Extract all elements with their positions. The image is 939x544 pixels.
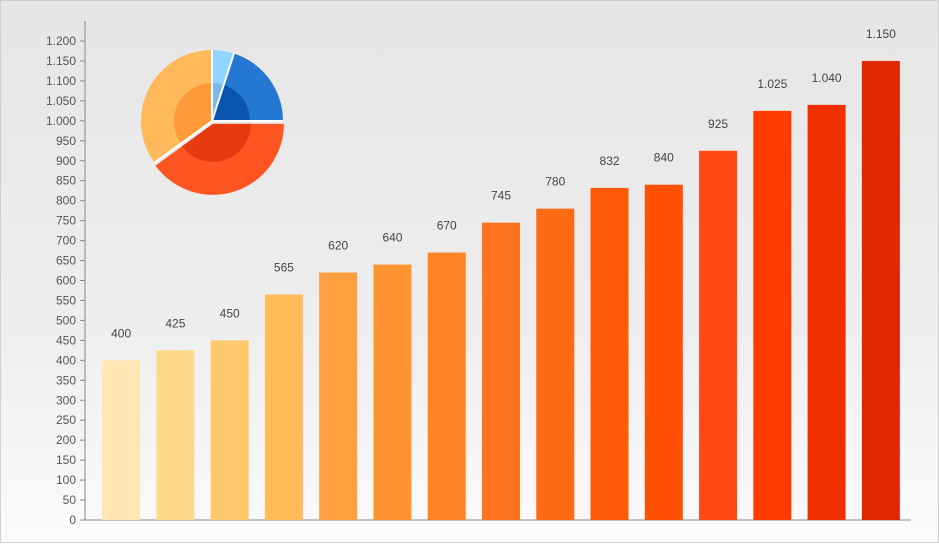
y-tick-label: 0 (69, 513, 76, 527)
y-tick-label: 400 (56, 353, 76, 367)
bar-value-label: 565 (274, 260, 294, 274)
bar (644, 184, 683, 520)
bar (753, 110, 792, 521)
y-tick-label: 950 (56, 134, 76, 148)
y-tick-label: 350 (56, 373, 76, 387)
y-tick-label: 850 (56, 174, 76, 188)
bar-value-label: 450 (220, 306, 240, 320)
bar-value-label: 745 (491, 189, 511, 203)
y-tick-label: 700 (56, 234, 76, 248)
bar-value-label: 1.025 (757, 77, 787, 91)
bar (590, 187, 629, 521)
y-tick-label: 900 (56, 154, 76, 168)
bar (699, 150, 738, 521)
y-tick-label: 550 (56, 293, 76, 307)
pie-slice-inner (182, 123, 251, 162)
bar-value-label: 840 (654, 151, 674, 165)
y-tick-label: 1.100 (46, 74, 76, 88)
pie-slice-inner (174, 83, 212, 144)
bar-value-label: 670 (437, 219, 457, 233)
bar (102, 360, 141, 520)
pie-slice (141, 50, 212, 163)
bar (210, 340, 249, 520)
bar (373, 264, 412, 520)
y-tick-label: 750 (56, 214, 76, 228)
y-tick-label: 100 (56, 473, 76, 487)
y-tick-label: 150 (56, 453, 76, 467)
bar-value-label: 640 (382, 231, 402, 245)
bar (807, 104, 846, 520)
bar-value-label: 400 (111, 326, 131, 340)
bar (536, 208, 575, 520)
bar (482, 222, 520, 520)
bar (264, 294, 303, 520)
bar-value-label: 925 (708, 117, 728, 131)
y-tick-label: 1.000 (46, 114, 76, 128)
y-tick-label: 200 (56, 433, 76, 447)
bar (427, 252, 466, 520)
bar-value-label: 620 (328, 239, 348, 253)
y-tick-label: 50 (63, 493, 77, 507)
bar-value-label: 832 (600, 154, 620, 168)
y-tick-label: 250 (56, 413, 76, 427)
pie-slice-divider (211, 53, 235, 122)
y-tick-label: 1.200 (46, 34, 76, 48)
bar (319, 272, 358, 520)
pie-slice-divider (153, 120, 213, 164)
y-tick-label: 650 (56, 254, 76, 268)
bar-value-label: 1.040 (812, 71, 842, 85)
y-tick-label: 450 (56, 333, 76, 347)
bar-value-label: 780 (545, 175, 565, 189)
y-tick-label: 500 (56, 313, 76, 327)
y-tick-label: 800 (56, 194, 76, 208)
y-tick-label: 1.150 (46, 54, 76, 68)
y-tick-label: 300 (56, 393, 76, 407)
bar-value-label: 1.150 (866, 27, 896, 41)
bar (861, 60, 900, 520)
y-tick-label: 600 (56, 274, 76, 288)
y-tick-label: 1.050 (46, 94, 76, 108)
bar-value-label: 425 (165, 316, 185, 330)
bar (156, 350, 195, 520)
